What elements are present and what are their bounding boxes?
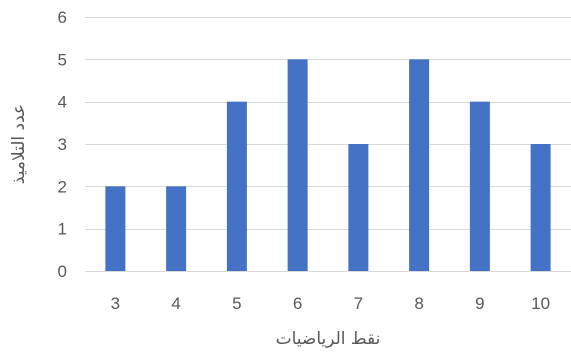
x-tick-label-3: 3 [111,294,120,313]
y-tick-label: 4 [58,93,67,112]
x-tick-label-4: 4 [171,294,180,313]
bar-5 [226,101,247,272]
bar-9 [469,101,490,272]
y-tick-label: 3 [58,135,67,154]
bar-3 [105,186,126,271]
x-tick-label-6: 6 [293,294,302,313]
gridlines [85,17,571,272]
y-axis-ticks: 0 1 2 3 4 5 6 [58,8,67,281]
y-tick-label: 1 [58,220,67,239]
y-tick-label: 0 [58,262,67,281]
x-tick-label-8: 8 [414,294,423,313]
x-axis-title: نقط الرياضيات [276,329,381,349]
y-tick-label: 5 [58,50,67,69]
x-axis-ticks: 3 4 5 6 7 8 9 10 [111,294,550,313]
y-tick-label: 2 [58,177,67,196]
bar-7 [348,144,369,271]
bar-4 [166,186,187,271]
bar-8 [409,59,430,272]
x-tick-label-9: 9 [475,294,484,313]
y-axis-title: عدد التلاميذ [9,104,29,184]
bar-10 [530,144,551,271]
x-tick-label-5: 5 [232,294,241,313]
x-tick-label-10: 10 [531,294,550,313]
bars [105,59,551,272]
x-tick-label-7: 7 [354,294,363,313]
y-tick-label: 6 [58,8,67,27]
bar-6 [287,59,308,272]
